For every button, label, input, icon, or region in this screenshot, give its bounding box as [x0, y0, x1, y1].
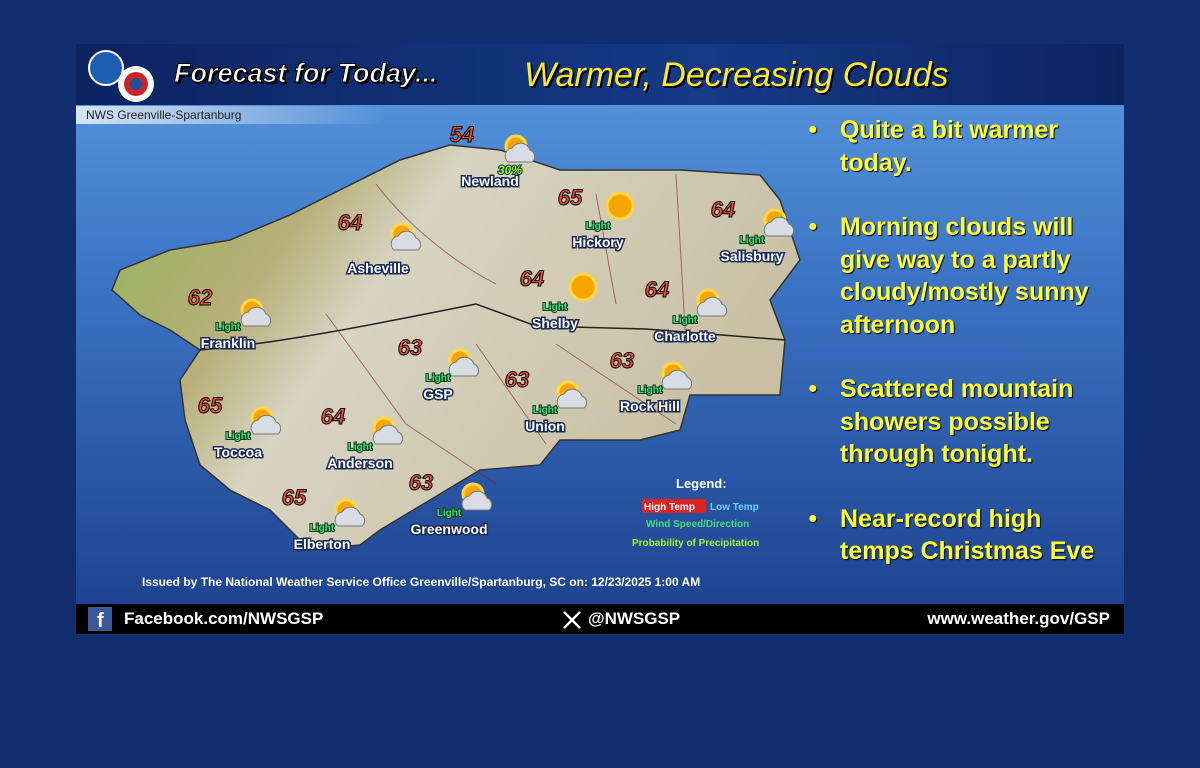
web-link[interactable]: www.weather.gov/GSP	[927, 609, 1110, 628]
wind: Light	[638, 385, 663, 396]
city-name: Asheville	[347, 260, 409, 276]
icon	[250, 406, 282, 435]
bullet: Quite a bit warmer today.	[806, 114, 1106, 179]
cloud	[504, 142, 536, 163]
legend-title: Legend:	[676, 476, 727, 491]
state-line	[199, 303, 786, 351]
icon	[448, 348, 480, 377]
issued: Issued by The National Weather Service O…	[142, 575, 701, 589]
high-temp: 63	[398, 335, 422, 360]
high-temp: 65	[282, 485, 307, 510]
legend-high: High Temp	[644, 502, 695, 513]
office: NWS Greenville-Spartanburg	[76, 106, 386, 124]
city-name: Toccoa	[214, 444, 262, 460]
wind: Light	[586, 221, 611, 232]
icon	[372, 416, 404, 445]
facebook-icon: f	[88, 607, 112, 631]
city-name: Franklin	[201, 335, 255, 351]
cloud	[250, 414, 282, 435]
region	[111, 144, 801, 551]
bullet: Scattered mountain showers possible thro…	[806, 373, 1106, 471]
icon	[696, 288, 728, 317]
icon	[763, 208, 795, 237]
city-name: Salisbury	[720, 248, 783, 264]
map: Legend: High Temp Low Temp Wind Speed/Di…	[111, 122, 801, 554]
icon	[240, 298, 272, 327]
wind: Light	[533, 405, 558, 416]
high-temp: 65	[558, 185, 583, 210]
icon	[661, 361, 693, 390]
sun	[568, 272, 598, 302]
high-temp: 64	[338, 210, 362, 235]
high-temp: 54	[450, 122, 474, 147]
x-icon	[563, 611, 581, 629]
city-name: Greenwood	[410, 521, 487, 537]
facebook-link[interactable]: Facebook.com/NWSGSP	[124, 609, 324, 628]
svg-text:f: f	[97, 610, 104, 631]
wind: Light	[426, 373, 451, 384]
graphic: Legend: High Temp Low Temp Wind Speed/Di…	[76, 44, 1124, 634]
high-temp: 64	[711, 197, 735, 222]
wind: Light	[543, 302, 568, 313]
wind: Light	[310, 523, 335, 534]
cloud	[461, 490, 493, 511]
x-link[interactable]: @NWSGSP	[588, 609, 681, 628]
high-temp: 62	[188, 285, 213, 310]
bullet: Near-record high temps Christmas Eve	[806, 503, 1106, 568]
icon	[556, 380, 588, 409]
high-temp: 65	[198, 393, 223, 418]
cloud	[556, 388, 588, 409]
sun	[605, 191, 635, 221]
city-name: GSP	[423, 386, 453, 402]
high-temp: 63	[409, 470, 433, 495]
icon	[504, 134, 536, 163]
cloud	[240, 306, 272, 327]
high-temp: 64	[321, 404, 345, 429]
cloud	[390, 230, 422, 251]
cloud	[448, 356, 480, 377]
cloud	[696, 296, 728, 317]
high-temp: 64	[645, 277, 669, 302]
icon	[605, 191, 635, 221]
icon	[568, 272, 598, 302]
cloud	[763, 216, 795, 237]
city-name: Anderson	[327, 455, 392, 471]
logos	[88, 50, 154, 102]
city-name: Newland	[461, 173, 519, 189]
legend-swatch	[642, 499, 706, 513]
roads	[325, 173, 687, 485]
icon	[334, 498, 366, 527]
footer: f Facebook.com/NWSGSP @NWSGSP www.weathe…	[76, 604, 1124, 634]
high-temp: 64	[520, 266, 544, 291]
icon	[390, 222, 422, 251]
icon	[461, 482, 493, 511]
cloud	[372, 424, 404, 445]
wind: Light	[740, 235, 765, 246]
headline: Warmer, Decreasing Clouds	[524, 56, 949, 94]
city-name: Elberton	[294, 536, 351, 552]
high-temp: 63	[610, 348, 634, 373]
pop: 30%	[498, 163, 522, 177]
wind: Light	[673, 315, 698, 326]
legend-wind: Wind Speed/Direction	[646, 519, 749, 530]
city-name: Shelby	[532, 315, 578, 331]
city-name: Hickory	[572, 234, 624, 250]
city-name: Union	[525, 418, 565, 434]
wind: Light	[226, 431, 251, 442]
cloud	[661, 369, 693, 390]
legend-pop: Probability of Precipitation	[632, 538, 759, 549]
header: Forecast for Today... Warmer, Decreasing…	[76, 44, 1124, 105]
city-name: Charlotte	[654, 328, 716, 344]
wind: Light	[348, 442, 373, 453]
legend-low: Low Temp	[710, 502, 759, 513]
wind: Light	[437, 508, 462, 519]
high-temp: 63	[505, 367, 529, 392]
bullet-list: Quite a bit warmer today. Morning clouds …	[806, 114, 1106, 600]
city-name: Rock Hill	[620, 398, 680, 414]
title: Forecast for Today...	[174, 58, 439, 89]
bullet: Morning clouds will give way to a partly…	[806, 211, 1106, 341]
cloud	[334, 506, 366, 527]
wind: Light	[216, 322, 241, 333]
